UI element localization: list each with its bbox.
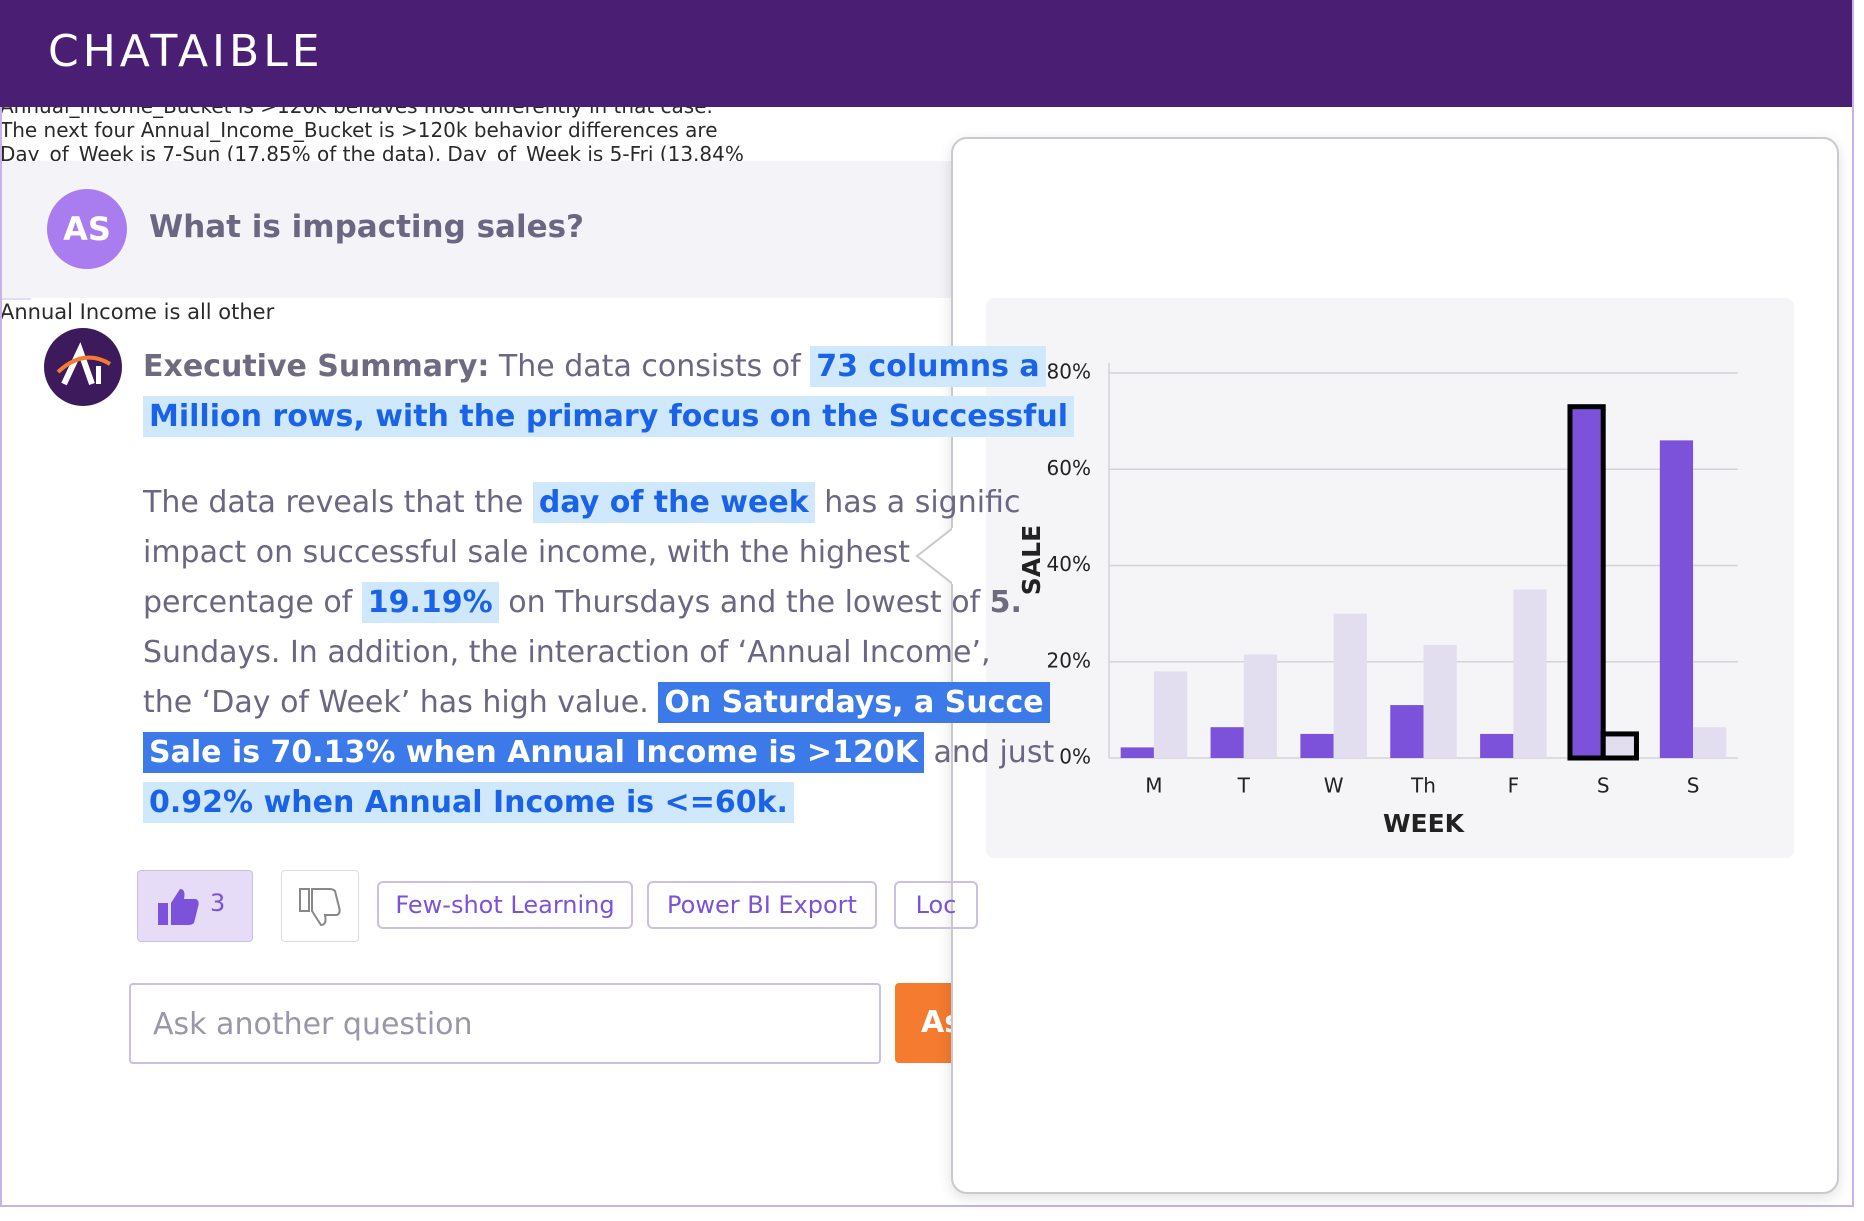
answer-text: impact on successful sale income, with t… [143, 535, 910, 570]
answer-line: Sundays. In addition, the interaction of… [143, 631, 991, 675]
answer-text: day of the week [532, 482, 815, 523]
y-tick-label: 0% [1059, 745, 1091, 769]
x-tick-label: T [1237, 774, 1251, 798]
x-tick-label: S [1687, 774, 1700, 798]
x-tick-label: F [1508, 774, 1520, 798]
answer-text: The data reveals that the [143, 485, 533, 520]
answer-text: Executive Summary: [143, 349, 490, 384]
like-count: 3 [210, 889, 226, 917]
input-placeholder: Ask another question [153, 1007, 473, 1042]
answer-line: The data reveals that the day of the wee… [143, 481, 1020, 525]
answer-text: Sundays. In addition, the interaction of… [143, 635, 991, 670]
question-input[interactable]: Ask another question [129, 983, 881, 1064]
answer-text: the ‘Day of Week’ has high value. [143, 685, 659, 720]
bar [1153, 671, 1188, 758]
y-tick-label: 40% [1047, 552, 1091, 576]
bar [1513, 589, 1547, 758]
answer-text: Million rows, with the primary focus on … [143, 396, 1074, 437]
logo[interactable]: CHATAIBLE [48, 26, 324, 77]
bar [1693, 727, 1727, 758]
x-tick-label: W [1324, 774, 1344, 798]
answer-line: Million rows, with the primary focus on … [143, 395, 1074, 439]
bar [1243, 654, 1278, 758]
answer-line: percentage of 19.19% on Thursdays and th… [143, 581, 1022, 625]
answer-line: Executive Summary: The data consists of … [143, 345, 1046, 389]
answer-line: 0.92% when Annual Income is <=60k. [143, 781, 794, 825]
question-text: What is impacting sales? [149, 209, 585, 245]
bar [1300, 733, 1334, 758]
answer-text: 5. [989, 585, 1022, 620]
x-tick-label: M [1145, 774, 1162, 798]
bar [1333, 613, 1367, 758]
dislike-button[interactable] [281, 870, 359, 942]
answer-text: Sale is 70.13% when Annual Income is >12… [143, 732, 924, 773]
header [0, 0, 1852, 107]
answer-line: the ‘Day of Week’ has high value. On Sat… [143, 681, 1050, 725]
answer-line: impact on successful sale income, with t… [143, 531, 910, 575]
answer-text: on Thursdays and the lowest of [498, 585, 990, 620]
bar [1600, 731, 1639, 761]
chip[interactable]: Loc [894, 881, 978, 929]
answer-text: 19.19% [361, 582, 499, 623]
chart-panel [986, 298, 1794, 858]
bar [1659, 440, 1694, 758]
answer-text: The data consists of [489, 349, 811, 384]
legend-label: Annual Income is all other [0, 300, 275, 324]
bar [1567, 404, 1606, 761]
like-button[interactable]: 3 [137, 870, 253, 942]
answer-text: 0.92% when Annual Income is <=60k. [143, 782, 794, 823]
bar [1390, 705, 1424, 758]
answer-line: Sale is 70.13% when Annual Income is >12… [143, 731, 1054, 775]
x-tick-label: S [1597, 774, 1610, 798]
y-tick-label: 60% [1047, 456, 1091, 480]
y-tick-label: 20% [1047, 648, 1091, 672]
user-avatar: AS [47, 189, 127, 269]
bar [1120, 747, 1154, 758]
answer-text: 73 columns a [810, 346, 1046, 387]
answer-text: percentage of [143, 585, 362, 620]
popup-arrow [915, 528, 954, 584]
x-tick-label: Th [1410, 774, 1436, 798]
chip[interactable]: Power BI Export [647, 881, 877, 929]
y-tick-label: 80% [1047, 360, 1091, 384]
ai-avatar [44, 328, 122, 406]
question-band [2, 161, 1002, 298]
y-axis-label: SALE [1017, 525, 1046, 595]
chip[interactable]: Few-shot Learning [377, 881, 633, 929]
answer-text: and just [923, 735, 1055, 770]
bar [1210, 727, 1244, 758]
answer-text: On Saturdays, a Succe [658, 682, 1050, 723]
bar [1423, 644, 1457, 758]
bar [1480, 733, 1514, 758]
popup-description: The next four Annual_Income_Bucket is >1… [0, 118, 718, 142]
answer-text: has a signific [814, 485, 1021, 520]
chart: 0% 20% 40% 60% 80% WEEK SALE M T W Th F S S [1017, 360, 1738, 838]
x-axis-label: WEEK [1383, 809, 1466, 838]
